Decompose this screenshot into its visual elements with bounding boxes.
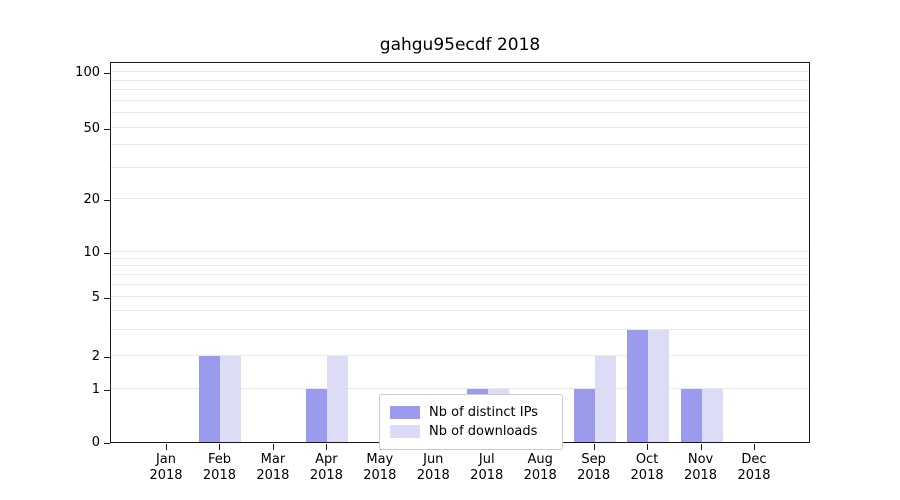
x-tick-mark [593, 444, 595, 450]
y-tick-mark [104, 252, 110, 254]
x-tick-mark [166, 444, 167, 450]
gridline [111, 71, 809, 73]
gridline [111, 310, 809, 312]
gridline [111, 166, 809, 168]
bar-downloads-oct [648, 330, 670, 442]
bar-downloads-nov [701, 389, 723, 442]
y-tick-mark [104, 443, 110, 444]
gridline [111, 99, 809, 101]
gridline [111, 265, 809, 267]
x-tick-label: Sep 2018 [577, 452, 611, 483]
bar-downloads-apr [327, 356, 349, 442]
y-tick-label: 50 [83, 120, 100, 136]
x-tick-label: Aug 2018 [523, 452, 557, 483]
legend-item-downloads: Nb of downloads [390, 424, 552, 439]
x-tick-mark [754, 444, 755, 450]
bar-distinct-ips-oct [627, 330, 649, 442]
y-tick-label: 2 [91, 349, 100, 365]
legend: Nb of distinct IPs Nb of downloads [379, 394, 563, 450]
x-tick-label: Dec 2018 [737, 452, 771, 483]
gridline [111, 112, 809, 114]
x-tick-label: Jan 2018 [149, 452, 183, 483]
x-tick-label: Apr 2018 [309, 452, 343, 483]
bar-distinct-ips-nov [680, 389, 702, 442]
legend-label-downloads: Nb of downloads [429, 424, 538, 439]
x-tick-label: Mar 2018 [256, 452, 290, 483]
x-tick-mark [219, 444, 221, 450]
gridline [111, 388, 809, 390]
y-tick-mark [104, 357, 110, 359]
bar-downloads-feb [220, 356, 242, 442]
plot-area: Nb of distinct IPs Nb of downloads [110, 62, 810, 450]
y-tick-label: 20 [83, 192, 100, 208]
gridline [111, 329, 809, 331]
x-tick-label: Jun 2018 [416, 452, 450, 483]
gridline [111, 88, 809, 90]
x-tick-label: Feb 2018 [202, 452, 236, 483]
gridline [111, 79, 809, 81]
gridline [111, 295, 809, 297]
x-tick-mark [272, 444, 274, 450]
chart-title: gahgu95ecdf 2018 [379, 35, 541, 55]
y-tick-label: 10 [83, 244, 100, 260]
gridline [111, 126, 809, 128]
legend-label-distinct-ips: Nb of distinct IPs [429, 405, 538, 420]
legend-swatch-distinct-ips [390, 406, 420, 419]
gridline [111, 198, 809, 200]
bar-downloads-sep [594, 356, 616, 442]
legend-item-distinct-ips: Nb of distinct IPs [390, 405, 552, 420]
x-tick-mark [700, 444, 702, 450]
y-tick-mark [104, 390, 110, 392]
y-tick-mark [104, 128, 110, 130]
y-tick-label: 1 [91, 382, 100, 398]
bar-distinct-ips-sep [573, 389, 595, 442]
y-tick-label: 0 [91, 435, 100, 450]
x-tick-label: May 2018 [363, 452, 397, 483]
y-tick-label: 100 [75, 65, 100, 81]
gridline [111, 257, 809, 259]
bar-distinct-ips-apr [306, 389, 328, 442]
y-tick-mark [104, 200, 110, 202]
y-tick-mark [104, 73, 110, 75]
x-tick-mark [647, 444, 649, 450]
x-tick-label: Oct 2018 [630, 452, 664, 483]
gridline [111, 144, 809, 146]
gridline [111, 274, 809, 276]
gridline [111, 284, 809, 286]
legend-swatch-downloads [390, 425, 420, 438]
gridline [111, 355, 809, 357]
y-tick-mark [104, 297, 110, 299]
x-tick-label: Jul 2018 [470, 452, 504, 483]
bar-distinct-ips-feb [199, 356, 221, 442]
y-tick-label: 5 [91, 289, 100, 305]
gridline [111, 250, 809, 252]
x-tick-mark [326, 444, 328, 450]
x-tick-label: Nov 2018 [683, 452, 718, 483]
